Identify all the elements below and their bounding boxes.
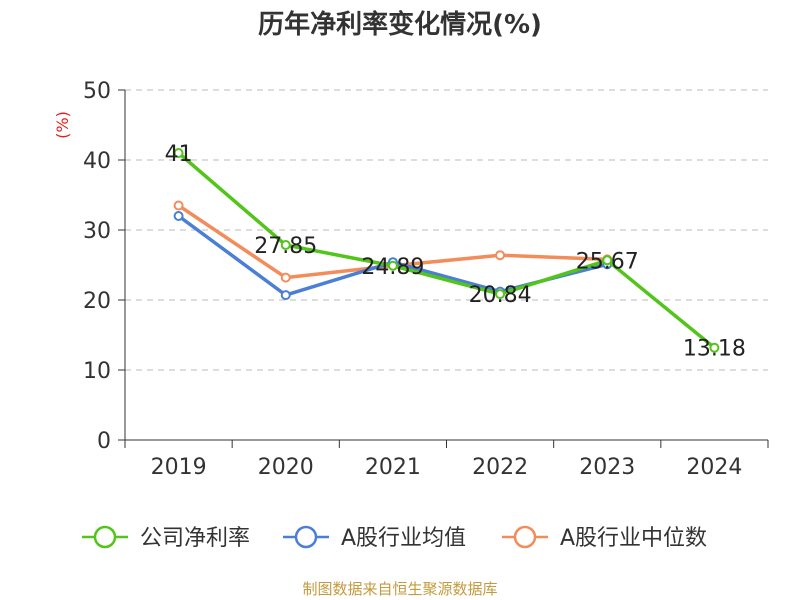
- legend-label: 公司净利率: [140, 526, 250, 551]
- legend-swatch-marker: [294, 525, 318, 549]
- data-label: 41: [165, 142, 193, 167]
- data-label: 20.84: [469, 283, 532, 308]
- x-tick-label: 2020: [258, 455, 314, 480]
- series-line: [177, 151, 716, 350]
- axes: 0 10 20 30 40 50 2019 2020 2021 2022 2023 2024 (%): [53, 79, 769, 480]
- data-point: [280, 240, 291, 251]
- data-label: 25.67: [576, 249, 639, 274]
- legend-label: A股行业均值: [341, 526, 466, 551]
- data-point: [173, 200, 184, 211]
- y-tick-label: 50: [83, 79, 111, 104]
- data-label: 13.18: [683, 337, 746, 362]
- data-label: 24.89: [361, 255, 424, 280]
- data-point: [602, 255, 613, 266]
- y-axis-label: (%): [53, 111, 72, 139]
- series-group: [173, 148, 720, 353]
- y-tick-label: 10: [83, 359, 111, 384]
- chart-title: 历年净利率变化情况(%): [258, 10, 542, 40]
- data-point: [709, 342, 720, 353]
- data-point: [495, 289, 506, 300]
- y-tick-label: 20: [83, 289, 111, 314]
- y-tick-label: 30: [83, 219, 111, 244]
- y-tick-label: 0: [97, 429, 111, 454]
- x-tick-label: 2022: [472, 455, 528, 480]
- x-tick-label: 2021: [365, 455, 421, 480]
- grid-lines: [125, 89, 768, 371]
- source-footnote: 制图数据来自恒生聚源数据库: [302, 580, 498, 598]
- x-tick-label: 2019: [151, 455, 207, 480]
- legend-swatch-marker: [513, 525, 537, 549]
- x-tick-label: 2023: [579, 455, 635, 480]
- data-point: [495, 250, 506, 261]
- legend: 公司净利率 A股行业均值 A股行业中位数: [82, 525, 707, 551]
- data-point: [280, 290, 291, 301]
- x-tick-label: 2024: [686, 455, 742, 480]
- legend-label: A股行业中位数: [560, 526, 707, 551]
- y-tick-label: 40: [83, 149, 111, 174]
- data-labels: 41 27.85 24.89 20.84 25.67 13.18: [165, 142, 746, 362]
- data-label: 27.85: [254, 234, 317, 259]
- data-point: [387, 260, 398, 271]
- legend-swatch-marker: [93, 525, 117, 549]
- data-point: [280, 272, 291, 283]
- data-point: [173, 148, 184, 158]
- data-point: [173, 211, 184, 221]
